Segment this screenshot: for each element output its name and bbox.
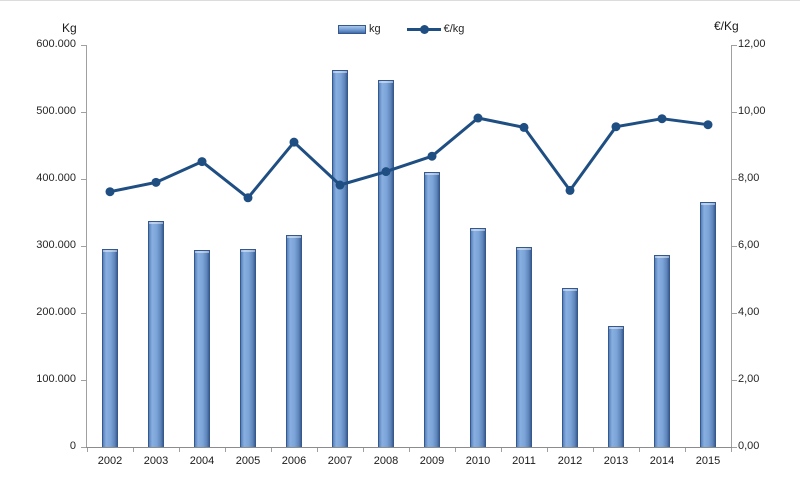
left-axis-title: Kg	[62, 21, 77, 35]
bar-2011	[516, 247, 532, 447]
line-marker-2004	[197, 157, 207, 167]
bar-2012	[562, 287, 578, 447]
x-axis-label-2005: 2005	[235, 455, 261, 467]
bar-2006	[286, 235, 302, 447]
x-axis-line	[86, 447, 732, 448]
left-axis-tick-label: 100.000	[36, 373, 76, 385]
legend-item-eur-per-kg: €/kg	[406, 23, 465, 35]
legend-label-eur-per-kg: €/kg	[443, 23, 465, 35]
x-axis-tick	[454, 448, 456, 452]
right-axis-tick-label: 6,00	[738, 239, 760, 251]
x-axis-label-2014: 2014	[649, 455, 675, 467]
right-axis-tick-label: 12,00	[738, 38, 766, 50]
right-axis-tick	[732, 379, 737, 381]
x-axis-label-2002: 2002	[97, 455, 123, 467]
left-axis-tick	[81, 245, 86, 247]
plot-area: 2002 2003 2004 2005 2006 2007 2008 2009 2010 2011…	[81, 44, 737, 467]
right-axis-tick-label: 4,00	[738, 306, 760, 318]
bar-swatch-icon	[338, 24, 366, 34]
line-marker-2007	[335, 180, 345, 190]
x-axis-label-2015: 2015	[695, 455, 721, 467]
x-axis-tick	[178, 448, 180, 452]
left-axis-tick-label: 600.000	[36, 38, 76, 50]
x-axis-label-2009: 2009	[419, 455, 445, 467]
x-axis-label-2008: 2008	[373, 455, 399, 467]
right-axis-tick	[732, 312, 737, 314]
right-axis-title: €/Kg	[714, 19, 739, 33]
right-axis-tick	[732, 446, 737, 448]
left-axis-tick	[81, 44, 86, 46]
x-axis-label-2004: 2004	[189, 455, 215, 467]
x-axis-tick	[638, 448, 640, 452]
x-axis-tick	[408, 448, 410, 452]
x-axis-tick	[224, 448, 226, 452]
left-axis-tick-label: 500.000	[36, 105, 76, 117]
line-marker-2008	[381, 167, 391, 177]
bar-2003	[148, 221, 164, 447]
bar-2002	[102, 248, 118, 447]
x-axis-label-2013: 2013	[603, 455, 629, 467]
x-axis-tick	[730, 448, 732, 452]
left-axis-tick	[81, 312, 86, 314]
bar-2005	[240, 248, 256, 447]
line-marker-2012	[565, 185, 575, 195]
legend: kg €/kg	[338, 23, 464, 35]
x-axis-tick	[592, 448, 594, 452]
left-axis-tick-label: 300.000	[36, 239, 76, 251]
x-axis-tick	[684, 448, 686, 452]
right-axis-tick	[732, 44, 737, 46]
right-axis-tick-label: 8,00	[738, 172, 760, 184]
x-axis-label-2012: 2012	[557, 455, 583, 467]
x-axis-tick	[316, 448, 318, 452]
bar-2009	[424, 172, 440, 447]
x-axis-label-2010: 2010	[465, 455, 491, 467]
bar-2004	[194, 250, 210, 447]
line-marker-2006	[289, 137, 299, 147]
x-axis-label-2003: 2003	[143, 455, 169, 467]
line-marker-2011	[519, 122, 529, 132]
x-axis-tick	[362, 448, 364, 452]
bar-2010	[470, 227, 486, 447]
line-marker-2002	[105, 187, 115, 197]
right-axis-tick	[732, 178, 737, 180]
line-marker-2014	[657, 114, 667, 124]
x-axis-label-2006: 2006	[281, 455, 307, 467]
left-axis-tick	[81, 111, 86, 113]
x-axis-tick	[132, 448, 134, 452]
right-axis-tick-label: 0,00	[738, 440, 760, 452]
left-axis-tick	[81, 446, 86, 448]
x-axis-tick	[500, 448, 502, 452]
line-marker-icon	[406, 24, 441, 34]
left-axis-tick-label: 0	[69, 440, 76, 452]
legend-label-kg: kg	[369, 23, 381, 35]
right-axis-tick	[732, 245, 737, 247]
line-marker-2009	[427, 151, 437, 161]
left-axis-tick	[81, 379, 86, 381]
x-axis-tick	[270, 448, 272, 452]
x-axis-label-2011: 2011	[512, 455, 536, 467]
legend-item-kg: kg	[338, 23, 381, 35]
x-axis-tick	[546, 448, 548, 452]
line-marker-2010	[473, 113, 483, 123]
x-axis-label-2007: 2007	[327, 455, 353, 467]
line-series	[105, 113, 713, 203]
right-axis-tick-label: 2,00	[738, 373, 760, 385]
left-axis-tick-label: 200.000	[36, 306, 76, 318]
bar-2014	[654, 255, 670, 447]
line-marker-2013	[611, 122, 621, 132]
line-marker-2005	[243, 193, 253, 203]
bar-2007	[332, 70, 348, 447]
right-axis-tick	[732, 111, 737, 113]
line-marker-2015	[703, 120, 713, 130]
bar-2015	[700, 202, 716, 447]
left-axis-tick	[81, 178, 86, 180]
line-marker-2003	[151, 177, 161, 187]
bar-2013	[608, 325, 624, 447]
x-axis-tick	[86, 448, 88, 452]
left-axis-tick-label: 400.000	[36, 172, 76, 184]
right-axis-tick-label: 10,00	[738, 105, 766, 117]
